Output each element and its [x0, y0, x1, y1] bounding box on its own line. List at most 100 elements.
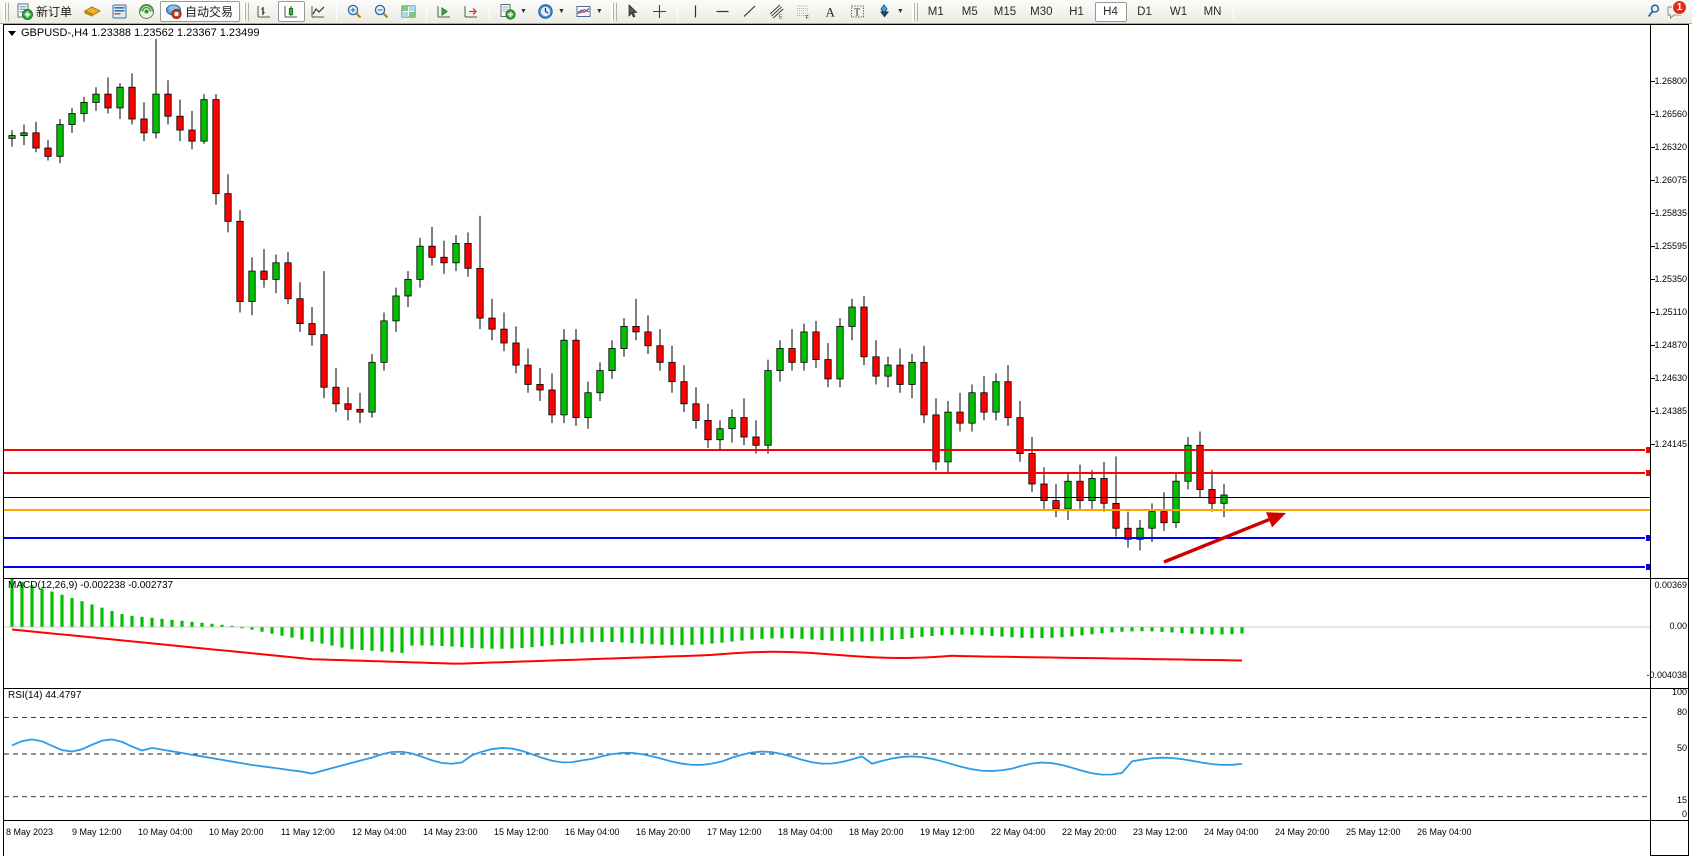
new-order-button[interactable]: 新订单 [11, 1, 79, 22]
auto-scroll-button[interactable] [431, 1, 458, 22]
indicators-button[interactable]: ▼ [570, 1, 608, 22]
macd-tick-label: -0.004038 [1646, 670, 1687, 680]
level-line-bar [4, 537, 1650, 539]
autotrading-icon [165, 3, 182, 20]
text-label-button[interactable]: A [817, 1, 844, 22]
macd-pane[interactable]: MACD(12,26,9) -0.002238 -0.002737 [4, 578, 1688, 688]
shift-chart-icon [463, 3, 480, 20]
level-handle[interactable] [1645, 563, 1650, 571]
macd-tick-label: 0.00 [1669, 621, 1687, 631]
time-axis-label: 25 May 12:00 [1346, 827, 1401, 837]
equidistant-channel-button[interactable]: E [763, 1, 790, 22]
axis-divider-rsi [1650, 688, 1688, 689]
svg-text:E: E [779, 15, 783, 20]
timeframe-m5-button[interactable]: M5 [961, 5, 978, 18]
indicators-chevron-down-icon[interactable]: ▼ [595, 8, 603, 15]
time-axis-label: 22 May 20:00 [1062, 827, 1117, 837]
price-pane[interactable]: 1.238821.236831.234991.234121.231841.229… [4, 25, 1650, 578]
rsi-tick-label: 100 [1671, 687, 1687, 697]
price-tick-mark [1651, 378, 1655, 379]
toolbar-separator-4 [676, 2, 678, 21]
timeframe-mn-button[interactable]: MN [1203, 5, 1222, 18]
templates-chevron-down-icon[interactable]: ▼ [520, 8, 527, 15]
symbol-ohlc-text: GBPUSD-,H4 1.23388 1.23562 1.23367 1.234… [21, 27, 260, 39]
price-tick-label: 1.26800 [1654, 76, 1687, 86]
zoom-out-icon [373, 3, 390, 20]
signal-button[interactable] [133, 1, 160, 22]
chart-window[interactable]: GBPUSD-,H4 1.23388 1.23562 1.23367 1.234… [3, 24, 1689, 857]
rsi-tick-label: 15 [1676, 795, 1687, 805]
terminal-icon [111, 3, 128, 20]
templates-button[interactable]: ▼ [494, 1, 532, 22]
line-chart-icon [310, 3, 327, 20]
zoom-out-button[interactable] [368, 1, 395, 22]
fibonacci-button[interactable]: F [790, 1, 817, 22]
price-tick-label: 1.25110 [1655, 307, 1687, 317]
horizontal-line-button[interactable] [709, 1, 736, 22]
time-axis-label: 16 May 20:00 [636, 827, 691, 837]
vertical-line-button[interactable] [682, 1, 709, 22]
price-tick-label: 1.25835 [1654, 208, 1687, 218]
toolbar-grip-3[interactable] [610, 2, 617, 21]
shapes-icon [876, 3, 893, 20]
symbol-header[interactable]: GBPUSD-,H4 1.23388 1.23562 1.23367 1.234… [8, 27, 260, 39]
timeframe-d1-button[interactable]: D1 [1137, 5, 1152, 18]
alerts-icon[interactable]: 1 [1666, 0, 1687, 21]
chart-menu-chevron-down-icon[interactable] [8, 30, 16, 36]
price-tick-label: 1.25595 [1654, 241, 1687, 251]
timeframe-h1-button[interactable]: H1 [1069, 5, 1084, 18]
bar-chart-button[interactable] [251, 1, 278, 22]
level-handle[interactable] [1645, 534, 1650, 542]
price-tick-mark [1651, 279, 1655, 280]
toolbar-grip[interactable] [3, 2, 9, 21]
level-line-bar [4, 449, 1650, 451]
cursor-button[interactable] [619, 1, 646, 22]
time-axis-label: 18 May 20:00 [849, 827, 904, 837]
level-handle[interactable] [1645, 446, 1650, 454]
templates-icon [499, 3, 516, 20]
line-chart-button[interactable] [305, 1, 332, 22]
timeframe-w1-button[interactable]: W1 [1169, 5, 1188, 18]
shift-chart-button[interactable] [458, 1, 485, 22]
search-icon[interactable] [1645, 3, 1662, 20]
toolbar-grip-2[interactable] [243, 2, 250, 21]
timeframe-m30-button[interactable]: M30 [1030, 5, 1053, 18]
period-button[interactable]: ▼ [532, 1, 570, 22]
macd-canvas [4, 579, 1650, 665]
auto-trading-button[interactable]: 自动交易 [160, 1, 241, 22]
level-line-bar [4, 472, 1650, 474]
level-handle[interactable] [1645, 469, 1650, 477]
crosshair-button[interactable] [646, 1, 673, 22]
svg-text:A: A [825, 5, 835, 20]
price-tick-label: 1.24630 [1654, 373, 1687, 383]
timeframe-m15-button[interactable]: M15 [993, 5, 1017, 18]
shapes-button[interactable]: ▼ [871, 1, 909, 22]
time-axis-label: 15 May 12:00 [494, 827, 549, 837]
timeframe-h4-button[interactable]: H4 [1094, 1, 1127, 22]
time-axis[interactable]: 8 May 2023 9 May 12:00 10 May 04:00 10 May … [4, 820, 1650, 857]
terminal-button[interactable] [106, 1, 133, 22]
level-line-bar [4, 497, 1650, 498]
trend-line-button[interactable] [736, 1, 763, 22]
text-object-button[interactable]: T [844, 1, 871, 22]
open-book-button[interactable] [79, 1, 106, 22]
macd-tick-label: 0.00369 [1654, 580, 1687, 590]
timeframe-m1-button[interactable]: M1 [927, 5, 944, 18]
shapes-chevron-down-icon[interactable]: ▼ [896, 8, 904, 15]
price-axis[interactable]: 1.26800 1.26560 1.26320 1.26075 1.25835 1.255… [1646, 25, 1688, 855]
toolbar-separator-3 [489, 2, 491, 21]
vertical-line-icon [687, 3, 704, 20]
data-window-button[interactable] [395, 1, 422, 22]
price-tick-mark [1651, 180, 1655, 181]
period-chevron-down-icon[interactable]: ▼ [557, 8, 565, 15]
text-label-icon: A [822, 3, 839, 20]
fibonacci-icon: F [795, 3, 812, 20]
zoom-in-button[interactable] [341, 1, 368, 22]
time-axis-label: 11 May 12:00 [281, 827, 335, 837]
rsi-pane[interactable]: RSI(14) 44.4797 [4, 688, 1688, 820]
data-window-icon [400, 3, 417, 20]
toolbar-grip-4[interactable] [911, 2, 918, 21]
price-tick-mark [1651, 147, 1655, 148]
timeframe-group: M1 M5 M15 M30 H1 H4 D1 W1 MN [920, 1, 1229, 22]
candlestick-chart-button[interactable] [278, 1, 306, 22]
